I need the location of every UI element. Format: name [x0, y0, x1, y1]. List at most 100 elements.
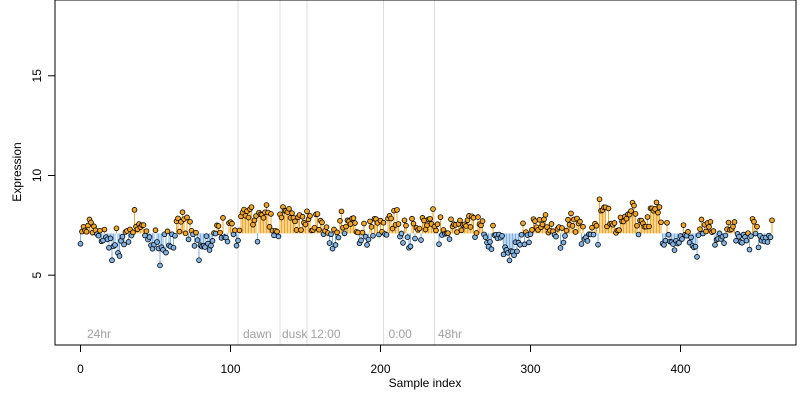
data-point [194, 237, 201, 243]
y-tick-label: 5 [30, 272, 44, 279]
data-point [83, 228, 90, 235]
data-point [367, 218, 373, 225]
data-point [653, 199, 660, 206]
data-point [712, 242, 718, 248]
data-point [433, 227, 439, 234]
data-point [676, 239, 682, 246]
time-annotation: dusk [282, 327, 308, 341]
data-point [328, 231, 334, 238]
data-point [338, 208, 345, 215]
time-annotation: 0:00 [389, 327, 413, 341]
data-point [635, 231, 642, 238]
data-point [590, 231, 597, 238]
y-tick-label: 10 [30, 168, 44, 182]
data-point [275, 233, 282, 240]
time-annotation: 24hr [87, 327, 111, 341]
data-point [467, 224, 474, 230]
data-point [388, 215, 394, 222]
time-annotation: 12:00 [311, 327, 341, 341]
time-annotation: 48hr [438, 327, 462, 341]
data-point [358, 237, 364, 244]
data-point [97, 227, 103, 234]
data-point [482, 234, 489, 241]
x-tick-label: 100 [220, 362, 240, 376]
data-point [268, 211, 274, 217]
data-point [289, 210, 295, 216]
data-point [109, 257, 115, 264]
data-point [125, 239, 132, 245]
data-point [427, 215, 433, 222]
data-point [499, 233, 505, 239]
data-point [542, 212, 549, 218]
data-point [302, 221, 309, 228]
data-point [632, 211, 639, 217]
data-point [748, 233, 754, 239]
data-point [185, 236, 192, 243]
data-point [479, 218, 486, 224]
data-point [260, 215, 267, 221]
data-point [725, 219, 732, 226]
data-point [400, 240, 406, 246]
data-point [337, 218, 343, 224]
y-axis: 5 10 15 [30, 69, 55, 279]
data-point [473, 230, 480, 236]
data-point [665, 231, 672, 238]
data-point [434, 221, 441, 228]
data-point [634, 222, 640, 229]
data-point [286, 205, 292, 212]
data-point [407, 243, 414, 250]
data-point [412, 235, 418, 242]
data-point [106, 244, 112, 251]
data-point [475, 214, 481, 220]
data-point [721, 240, 727, 246]
y-tick-label: 15 [30, 69, 44, 83]
time-annotations: 24hr dawn dusk 12:00 0:00 48hr [87, 327, 462, 341]
data-point [401, 217, 408, 224]
data-point [416, 225, 423, 232]
data-point [578, 241, 585, 247]
data-point [229, 220, 235, 227]
data-point [410, 220, 417, 227]
data-point [764, 239, 771, 245]
data-point [572, 229, 579, 235]
data-point [520, 220, 526, 227]
data-point [448, 216, 454, 223]
data-point [532, 218, 538, 224]
data-point [383, 232, 390, 238]
data-point [95, 232, 102, 239]
data-point [202, 244, 208, 250]
data-point [316, 226, 322, 233]
data-point [506, 257, 513, 264]
data-point [430, 206, 436, 212]
data-point [539, 221, 546, 228]
data-point [163, 249, 169, 256]
data-point [487, 239, 493, 245]
data-point [299, 213, 306, 220]
data-point [208, 242, 214, 249]
data-point [526, 239, 532, 246]
data-point [113, 225, 120, 232]
data-point [274, 228, 280, 235]
data-point [326, 240, 333, 246]
data-point [370, 232, 376, 239]
data-point [88, 219, 94, 226]
data-point [662, 237, 669, 244]
data-point [593, 222, 600, 229]
data-point [655, 209, 661, 216]
data-point [562, 233, 568, 239]
data-point [298, 227, 304, 233]
data-point [694, 254, 700, 260]
data-point [458, 227, 465, 234]
data-point [341, 230, 348, 237]
data-point [143, 228, 150, 234]
data-point [584, 238, 591, 244]
data-point [500, 251, 507, 258]
data-point [233, 242, 240, 249]
data-point [380, 219, 387, 226]
data-point [304, 208, 310, 215]
data-point [605, 205, 612, 212]
time-annotation: dawn [243, 327, 272, 341]
data-point [488, 246, 495, 252]
data-point [395, 221, 402, 227]
